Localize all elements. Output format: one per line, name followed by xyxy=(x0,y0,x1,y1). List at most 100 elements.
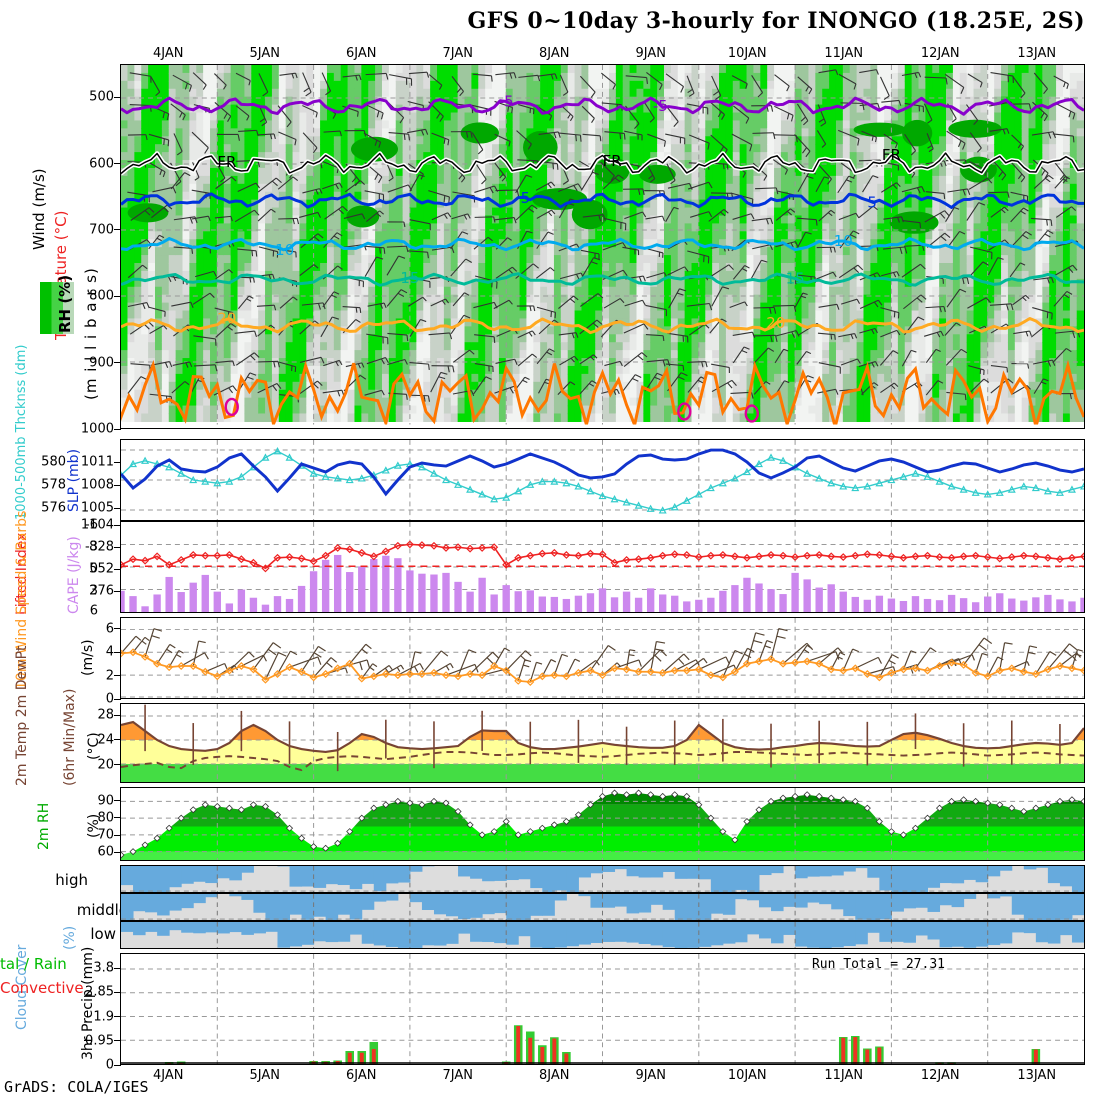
rh2m-label: 2m RH xyxy=(36,802,52,850)
date-label: 13JAN xyxy=(1017,46,1057,61)
y-tick-label: 6 xyxy=(105,621,114,637)
y-tick-label: 576 xyxy=(41,500,66,516)
y-tick-label: 1008 xyxy=(80,477,114,493)
y-tick-label: 1011 xyxy=(80,454,114,470)
y-tick-label: 90 xyxy=(97,793,114,809)
date-label: 11JAN xyxy=(824,1068,864,1083)
y-tick-label: 60 xyxy=(97,844,114,860)
upper-rh-label: RH (%) xyxy=(56,274,74,333)
y-tick-label: 2.85 xyxy=(85,984,114,1000)
y-tick-mark xyxy=(114,568,121,570)
y-tick-label: 6 xyxy=(89,603,98,619)
date-label: 10JAN xyxy=(727,1068,767,1083)
y-tick-mark xyxy=(114,991,121,993)
y-tick-label: 2 xyxy=(105,668,114,684)
panel-cloud-middle[interactable] xyxy=(120,893,1085,921)
date-label: 9JAN xyxy=(635,1068,667,1083)
y-tick-label: 1005 xyxy=(80,500,114,516)
footer-credit: GrADS: COLA/IGES xyxy=(4,1078,149,1096)
panel-temp2m[interactable] xyxy=(120,703,1085,783)
y-tick-label: 28 xyxy=(97,707,114,723)
panel-rh2m[interactable] xyxy=(120,787,1085,861)
y-tick-mark xyxy=(114,96,121,98)
date-label: 4JAN xyxy=(153,1068,184,1083)
panel-cape-lifted[interactable] xyxy=(120,521,1085,613)
y-tick-label: 578 xyxy=(41,477,66,493)
y-tick-label: 20 xyxy=(97,757,114,773)
date-label: 9JAN xyxy=(635,46,667,61)
date-label: 8JAN xyxy=(539,1068,570,1083)
y-tick-label: 800 xyxy=(89,288,114,304)
y-tick-label: 24 xyxy=(97,732,114,748)
date-label: 5JAN xyxy=(249,1068,281,1083)
cloud-row-low: low xyxy=(90,925,116,943)
y-tick-label: 552 xyxy=(89,561,114,577)
y-tick-label: 3.8 xyxy=(93,960,114,976)
y-tick-label: 600 xyxy=(89,156,114,172)
y-tick-label: 828 xyxy=(89,539,114,555)
y-tick-label: 4 xyxy=(105,644,114,660)
upper-wind-label: Wind (m/s) xyxy=(30,168,48,250)
y-tick-mark xyxy=(114,628,121,630)
y-tick-mark xyxy=(114,764,121,766)
y-tick-label: 70 xyxy=(97,827,114,843)
y-tick-mark xyxy=(114,590,121,592)
y-tick-label: 700 xyxy=(89,222,114,238)
y-tick-label: 0 xyxy=(89,561,98,577)
y-tick-mark xyxy=(114,524,121,526)
cloud-row-middle: middle xyxy=(76,901,128,919)
date-label: 10JAN xyxy=(727,46,767,61)
panel-slp-thickness[interactable] xyxy=(120,439,1085,521)
upper-pressure-label: (m i l l i b a r s) xyxy=(82,267,100,400)
panel-precip[interactable] xyxy=(120,953,1085,1065)
y-tick-mark xyxy=(114,428,121,430)
y-tick-mark xyxy=(114,484,121,486)
y-tick-label: 0.95 xyxy=(85,1033,114,1049)
y-tick-label: 0 xyxy=(105,691,114,707)
date-label: 12JAN xyxy=(920,46,960,61)
panel-cloud-high[interactable] xyxy=(120,865,1085,893)
y-tick-mark xyxy=(114,461,121,463)
panel-wind10m[interactable] xyxy=(120,617,1085,699)
rh-color-chip xyxy=(40,282,74,334)
y-tick-mark xyxy=(114,651,121,653)
y-tick-mark xyxy=(114,967,121,969)
thickness-label: 1000-500mb Thcknss (dm) xyxy=(14,344,29,520)
y-tick-mark xyxy=(114,1016,121,1018)
y-tick-label: 1104 xyxy=(80,517,114,533)
y-tick-mark xyxy=(114,698,121,700)
page-title: GFS 0~10day 3-hourly for INONGO (18.25E,… xyxy=(467,8,1085,34)
y-tick-mark xyxy=(114,834,121,836)
date-label: 12JAN xyxy=(920,1068,960,1083)
y-tick-mark xyxy=(114,675,121,677)
date-label: 7JAN xyxy=(442,1068,474,1083)
y-tick-mark xyxy=(114,851,121,853)
y-tick-label: 1000 xyxy=(80,421,114,437)
panel-upper-air[interactable]: -5 -5 FR FR FR 5 5 10 10 15 15 20 20 xyxy=(120,64,1085,429)
date-label: 8JAN xyxy=(539,46,570,61)
y-tick-mark xyxy=(114,507,121,509)
y-tick-label: 500 xyxy=(89,89,114,105)
date-label: 5JAN xyxy=(249,46,281,61)
y-tick-mark xyxy=(114,229,121,231)
date-label: 13JAN xyxy=(1017,1068,1057,1083)
y-tick-mark xyxy=(114,163,121,165)
date-label: 4JAN xyxy=(153,46,184,61)
y-tick-label: 3 xyxy=(89,583,98,599)
run-total-text: Run Total = 27.31 xyxy=(811,957,945,972)
date-label: 6JAN xyxy=(346,1068,377,1083)
y-tick-mark xyxy=(114,817,121,819)
y-tick-mark xyxy=(114,800,121,802)
y-tick-label: 0 xyxy=(105,1057,114,1073)
y-tick-label: 276 xyxy=(89,583,114,599)
panel-cloud-low[interactable] xyxy=(120,921,1085,949)
y-tick-mark xyxy=(114,546,121,548)
cloud-row-high: high xyxy=(55,871,88,889)
y-tick-label: 580 xyxy=(41,454,66,470)
y-tick-mark xyxy=(114,1040,121,1042)
y-tick-label: -6 xyxy=(85,517,98,533)
precip-total-label: tal / Rain xyxy=(0,955,67,973)
y-tick-label: 900 xyxy=(89,355,114,371)
y-tick-mark xyxy=(114,714,121,716)
precip-conv-label: Convective xyxy=(0,979,84,997)
